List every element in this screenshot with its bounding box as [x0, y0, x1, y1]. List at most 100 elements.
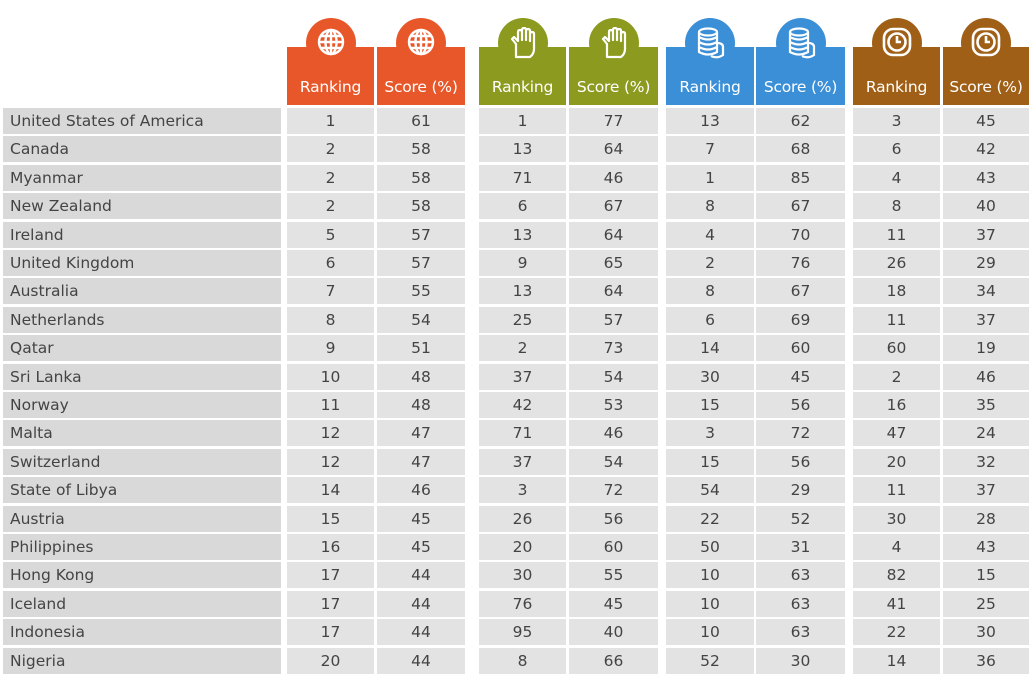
score-cell: 72	[756, 420, 845, 446]
globe-icon	[305, 18, 356, 68]
ranking-cell: 30	[666, 364, 754, 390]
ranking-cell: 26	[479, 506, 566, 532]
ranking-cell: 5	[287, 222, 374, 248]
ranking-cell: 50	[666, 534, 754, 560]
score-cell: 54	[569, 364, 658, 390]
score-cell: 67	[569, 193, 658, 219]
ranking-cell: 2	[287, 193, 374, 219]
score-cell: 45	[377, 506, 465, 532]
score-cell: 57	[377, 222, 465, 248]
score-cell: 73	[569, 335, 658, 361]
score-cell: 44	[377, 648, 465, 674]
ranking-cell: 8	[666, 278, 754, 304]
ranking-cell: 9	[479, 250, 566, 276]
score-cell: 56	[756, 449, 845, 475]
ranking-cell: 2	[287, 136, 374, 162]
ranking-cell: 22	[853, 619, 940, 645]
ranking-cell: 17	[287, 591, 374, 617]
score-cell: 72	[569, 477, 658, 503]
ranking-cell: 8	[666, 193, 754, 219]
ranking-cell: 41	[853, 591, 940, 617]
country-label: Nigeria	[3, 648, 281, 674]
ranking-cell: 1	[479, 108, 566, 134]
ranking-cell: 76	[479, 591, 566, 617]
score-cell: 58	[377, 136, 465, 162]
score-cell: 55	[377, 278, 465, 304]
country-label: United States of America	[3, 108, 281, 134]
score-cell: 70	[756, 222, 845, 248]
ranking-cell: 26	[853, 250, 940, 276]
coins-icon	[685, 18, 735, 68]
ranking-cell: 37	[479, 449, 566, 475]
ranking-cell: 14	[853, 648, 940, 674]
ranking-cell: 14	[287, 477, 374, 503]
score-cell: 46	[377, 477, 465, 503]
ranking-cell: 4	[853, 534, 940, 560]
score-cell: 58	[377, 193, 465, 219]
score-cell: 37	[943, 307, 1029, 333]
ranking-cell: 25	[479, 307, 566, 333]
country-label: Qatar	[3, 335, 281, 361]
ranking-cell: 20	[287, 648, 374, 674]
ranking-cell: 7	[287, 278, 374, 304]
score-cell: 30	[756, 648, 845, 674]
score-cell: 30	[943, 619, 1029, 645]
score-cell: 56	[756, 392, 845, 418]
ranking-cell: 2	[666, 250, 754, 276]
score-cell: 32	[943, 449, 1029, 475]
score-cell: 43	[943, 534, 1029, 560]
country-label: Myanmar	[3, 165, 281, 191]
ranking-cell: 1	[287, 108, 374, 134]
ranking-cell: 10	[666, 619, 754, 645]
coins-icon	[775, 18, 826, 68]
ranking-cell: 12	[287, 449, 374, 475]
country-label: United Kingdom	[3, 250, 281, 276]
score-cell: 31	[756, 534, 845, 560]
country-label: Sri Lanka	[3, 364, 281, 390]
score-cell: 51	[377, 335, 465, 361]
score-cell: 29	[756, 477, 845, 503]
country-label: New Zealand	[3, 193, 281, 219]
score-cell: 52	[756, 506, 845, 532]
score-cell: 55	[569, 562, 658, 588]
ranking-cell: 54	[666, 477, 754, 503]
ranking-cell: 13	[666, 108, 754, 134]
ranking-cell: 30	[479, 562, 566, 588]
score-cell: 65	[569, 250, 658, 276]
score-cell: 46	[569, 165, 658, 191]
ranking-cell: 10	[666, 591, 754, 617]
score-cell: 44	[377, 591, 465, 617]
ranking-cell: 4	[666, 222, 754, 248]
ranking-cell: 11	[853, 307, 940, 333]
score-cell: 34	[943, 278, 1029, 304]
ranking-cell: 18	[853, 278, 940, 304]
ranking-cell: 13	[479, 222, 566, 248]
country-label: Iceland	[3, 591, 281, 617]
score-cell: 44	[377, 619, 465, 645]
ranking-cell: 11	[853, 222, 940, 248]
ranking-cell: 9	[287, 335, 374, 361]
ranking-cell: 47	[853, 420, 940, 446]
ranking-cell: 8	[287, 307, 374, 333]
globe-icon	[396, 18, 446, 68]
ranking-cell: 15	[666, 392, 754, 418]
country-label: Malta	[3, 420, 281, 446]
country-label: Norway	[3, 392, 281, 418]
raised-hand-icon	[497, 18, 548, 68]
score-cell: 58	[377, 165, 465, 191]
score-cell: 46	[569, 420, 658, 446]
ranking-cell: 15	[287, 506, 374, 532]
ranking-cell: 8	[853, 193, 940, 219]
score-cell: 56	[569, 506, 658, 532]
ranking-cell: 17	[287, 562, 374, 588]
score-cell: 29	[943, 250, 1029, 276]
country-label: Philippines	[3, 534, 281, 560]
country-label: Australia	[3, 278, 281, 304]
ranking-cell: 22	[666, 506, 754, 532]
score-cell: 64	[569, 136, 658, 162]
ranking-cell: 13	[479, 136, 566, 162]
ranking-cell: 6	[666, 307, 754, 333]
score-cell: 45	[943, 108, 1029, 134]
score-cell: 43	[943, 165, 1029, 191]
